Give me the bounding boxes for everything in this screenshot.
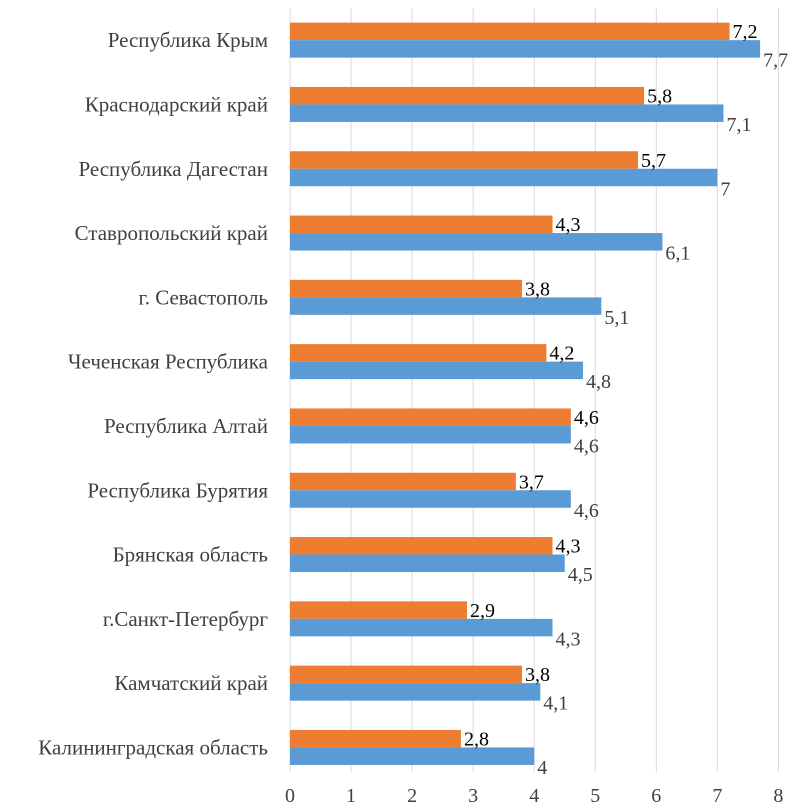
bar [290, 22, 730, 41]
bar [290, 537, 553, 555]
bar [290, 490, 571, 508]
category-label: Ставропольский край [75, 221, 268, 245]
data-labels: 7,27,7 5,8 7,1 5,7 7 4,3 6,1 3,8 5,1 4,2 4,8 4,6 4,6… [464, 21, 788, 779]
bar [290, 104, 724, 122]
x-tick-label: 8 [773, 785, 783, 806]
data-label: 2,8 [464, 728, 489, 750]
data-label: 4,3 [556, 628, 581, 650]
category-axis: Республика Крым Краснодарский край Республ… [38, 28, 268, 759]
x-tick-label: 3 [468, 785, 478, 806]
bar [290, 151, 638, 169]
category-label: Брянская область [113, 543, 268, 567]
bar [290, 618, 553, 637]
data-label: 2,9 [470, 600, 495, 622]
data-label: 3,8 [525, 664, 550, 686]
data-label: 7,1 [726, 114, 751, 136]
gridlines [289, 8, 779, 772]
category-label: Республика Бурятия [87, 478, 268, 502]
data-label: 3,8 [525, 278, 550, 300]
data-label: 4 [537, 757, 547, 779]
data-label: 4,1 [543, 693, 568, 715]
bar [290, 472, 516, 491]
bar [290, 729, 461, 748]
bar [290, 168, 718, 187]
data-label: 6,1 [665, 243, 690, 265]
x-tick-label: 7 [712, 785, 722, 806]
x-tick-label: 1 [346, 785, 356, 806]
x-tick-label: 4 [529, 785, 539, 806]
category-label: Чеченская Республика [68, 350, 269, 374]
data-label: 4,3 [556, 214, 581, 236]
data-label: 5,8 [647, 85, 672, 107]
bar [290, 554, 565, 573]
bar [290, 279, 522, 298]
data-label: 7,7 [763, 50, 788, 72]
x-tick-label: 0 [285, 785, 295, 806]
bars [290, 22, 761, 765]
data-label: 7,2 [733, 21, 758, 43]
data-label: 4,3 [556, 536, 581, 558]
category-label: Калининградская область [38, 735, 268, 759]
bar [290, 86, 645, 105]
x-tick-label: 5 [590, 785, 600, 806]
bar [290, 344, 547, 362]
category-label: г. Севастополь [138, 285, 268, 309]
bar [290, 683, 541, 701]
bar [290, 665, 522, 684]
data-label: 4,6 [574, 407, 599, 429]
data-label: 5,1 [604, 307, 629, 329]
category-label: г.Санкт-Петербург [103, 607, 269, 631]
bar [290, 747, 535, 765]
x-tick-label: 6 [651, 785, 661, 806]
data-label: 4,5 [568, 564, 593, 586]
bar [290, 425, 571, 444]
data-label: 4,8 [586, 371, 611, 393]
bar [290, 40, 761, 58]
data-label: 4,6 [574, 435, 599, 457]
bar [290, 361, 584, 380]
bar [290, 297, 602, 315]
category-label: Республика Крым [108, 28, 268, 52]
data-label: 4,6 [574, 500, 599, 522]
category-label: Краснодарский край [85, 92, 268, 116]
category-label: Республика Дагестан [78, 157, 268, 181]
bar [290, 215, 553, 234]
bar [290, 233, 663, 251]
data-label: 7 [720, 178, 730, 200]
data-label: 3,7 [519, 471, 544, 493]
data-label: 4,2 [549, 343, 574, 365]
bar [290, 408, 571, 426]
category-label: Камчатский край [114, 671, 268, 695]
x-tick-label: 2 [407, 785, 417, 806]
value-axis: 0 1 2 3 4 5 6 7 8 [285, 785, 783, 806]
bar [290, 601, 468, 619]
category-label: Республика Алтай [104, 414, 268, 438]
data-label: 5,7 [641, 150, 666, 172]
